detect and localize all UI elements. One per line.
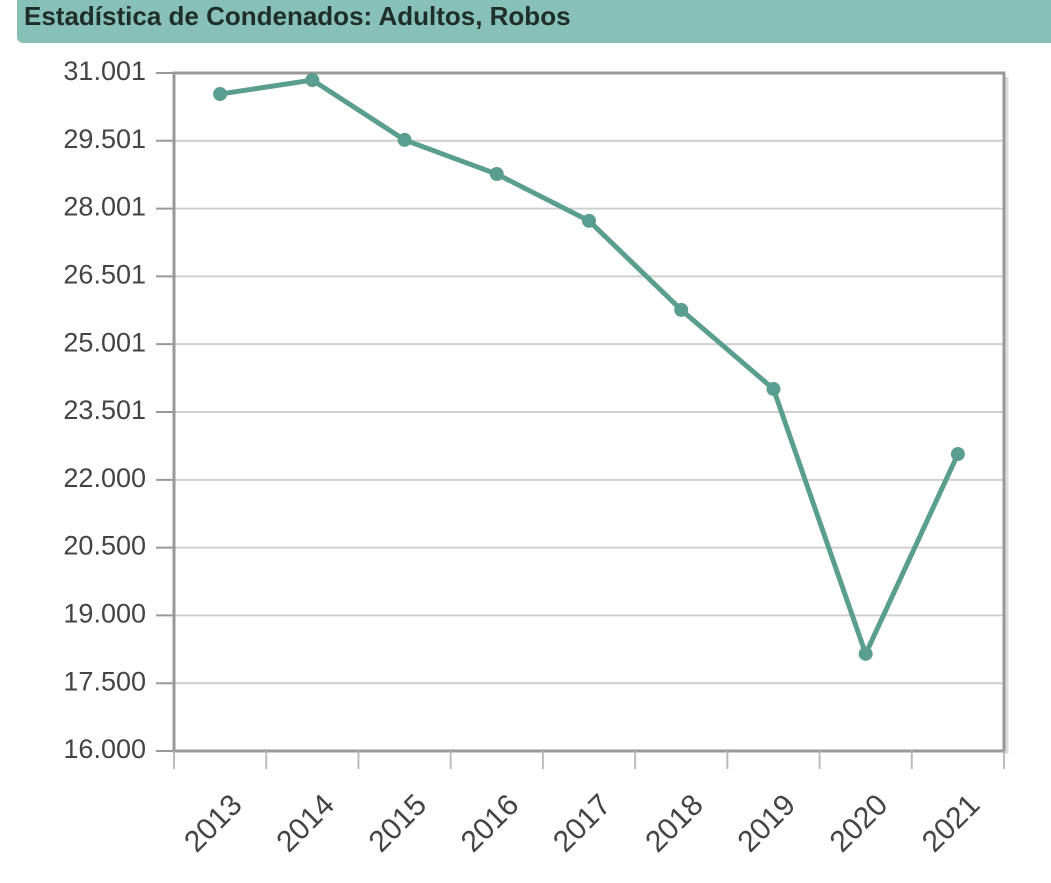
data-point [489,167,504,182]
data-point [674,302,689,317]
y-tick-label: 23.501 [63,395,146,425]
chart-title: Estadística de Condenados: Adultos, Robo… [24,1,571,31]
y-tick-label: 17.500 [63,666,146,696]
x-tick-label: 2018 [639,788,710,859]
data-point [582,213,596,228]
y-tick-label: 26.501 [63,260,146,290]
x-tick-label: 2017 [547,788,618,859]
x-tick-label: 2021 [916,788,987,859]
y-tick-label: 25.001 [63,327,146,357]
x-tick-label: 2016 [455,788,526,859]
data-point [305,73,320,88]
data-point [950,447,965,462]
data-point [858,646,873,661]
plot-frame [172,71,1006,753]
y-tick-label: 19.000 [63,599,146,629]
y-tick-label: 29.501 [63,124,146,154]
x-tick-label: 2020 [824,788,895,859]
title-bar [17,0,1051,43]
x-tick-label: 2014 [270,788,341,859]
y-tick-label: 28.001 [63,192,146,222]
y-tick-label: 31.001 [63,56,146,86]
y-tick-label: 20.500 [63,531,146,561]
data-point [766,381,781,396]
x-tick-label: 2019 [731,788,802,859]
data-point [213,87,228,102]
data-line [219,77,961,657]
x-tick-label: 2013 [178,788,249,859]
y-tick-label: 16.000 [63,734,146,764]
x-tick-label: 2015 [363,788,434,859]
data-point [397,132,412,147]
y-tick-label: 22.000 [63,463,146,493]
